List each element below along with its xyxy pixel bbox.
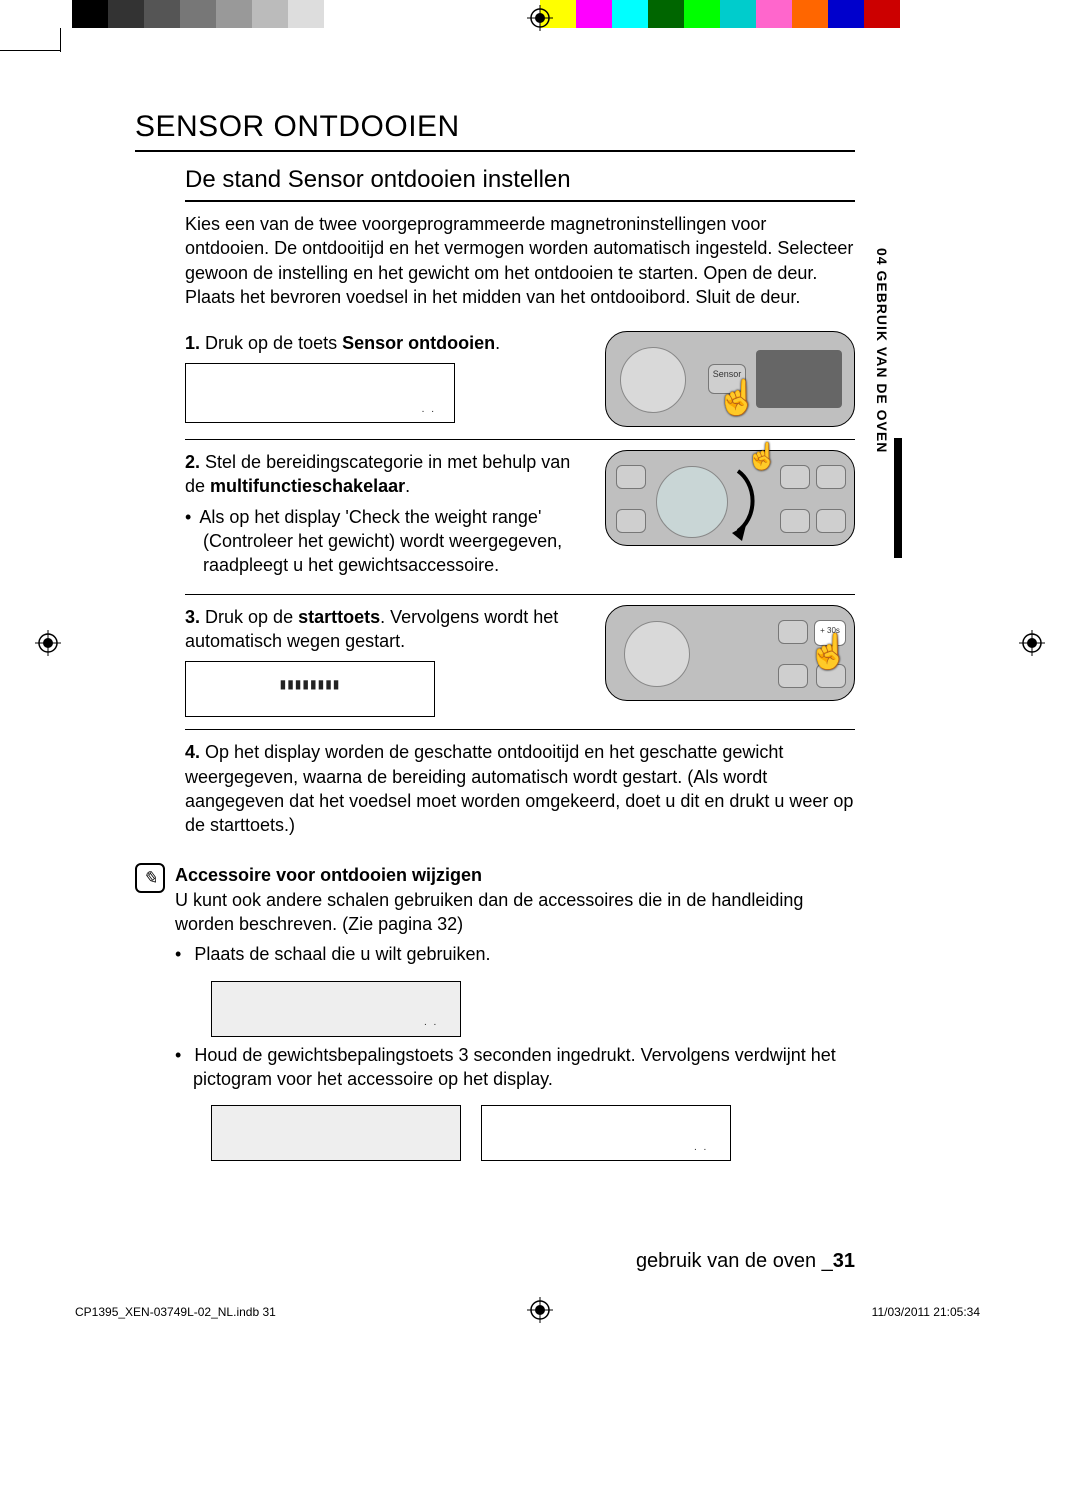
control-panel-illustration: Sensor ☝ <box>605 331 855 427</box>
source-file-label: CP1395_XEN-03749L-02_NL.indb 31 <box>75 1305 276 1319</box>
note-block: ✎ Accessoire voor ontdooien wijzigen U k… <box>135 863 855 1167</box>
lcd-display-illustration: ▮▮▮▮▮▮▮▮ <box>185 661 435 717</box>
control-panel-illustration: + 30s ☝ <box>605 605 855 701</box>
knob-icon <box>624 621 690 687</box>
hand-pointer-icon: ☝ <box>716 378 758 418</box>
steps-list: 1. Druk op de toets Sensor ontdooien. . … <box>185 321 855 849</box>
intro-paragraph: Kies een van de twee voorgeprogrammeerde… <box>185 212 855 309</box>
step-4: 4. Op het display worden de geschatte on… <box>185 730 855 849</box>
icon-btn <box>816 465 846 489</box>
crop-mark <box>0 50 60 51</box>
registration-mark-icon <box>1019 630 1045 656</box>
icon-btn <box>616 509 646 533</box>
note-bullet-1: Plaats de schaal die u wilt gebruiken. .… <box>175 942 855 1036</box>
progress-bars: ▮▮▮▮▮▮▮▮ <box>280 676 341 692</box>
page-footer: gebruik van de oven _31 <box>636 1250 855 1273</box>
step-3: 3. Druk op de starttoets. Vervolgens wor… <box>185 595 855 731</box>
note-body: Accessoire voor ontdooien wijzigen U kun… <box>175 863 855 1167</box>
page-number: 31 <box>833 1250 855 1272</box>
footer-section: gebruik van de oven _ <box>636 1250 833 1272</box>
icon-btn <box>778 664 808 688</box>
hand-pointer-icon: ☝ <box>808 632 850 672</box>
icon-btn <box>816 509 846 533</box>
print-timestamp: 11/03/2011 21:05:34 <box>872 1305 980 1319</box>
page: 04 GEBRUIK VAN DE OVEN SENSOR ONTDOOIEN … <box>0 0 1080 1491</box>
step-2-illustration: ☝ <box>605 450 855 546</box>
step-4-text: 4. Op het display worden de geschatte on… <box>185 740 855 837</box>
step-1-illustration: Sensor ☝ <box>605 331 855 427</box>
lcd-icon <box>756 350 842 408</box>
note-icon: ✎ <box>135 863 165 893</box>
step-number: 2. <box>185 452 200 472</box>
chapter-side-bar <box>894 438 902 558</box>
note-bullet-2: Houd de gewichtsbepalingstoets 3 seconde… <box>175 1043 855 1162</box>
knob-icon <box>656 466 728 538</box>
step-2-text: 2. Stel de bereidingscategorie in met be… <box>185 450 591 581</box>
sub-title: De stand Sensor ontdooien instellen <box>185 166 855 202</box>
chapter-side-label: 04 GEBRUIK VAN DE OVEN <box>874 248 890 453</box>
step-3-text: 3. Druk op de starttoets. Vervolgens wor… <box>185 605 591 718</box>
section-title: SENSOR ONTDOOIEN <box>135 110 855 152</box>
lcd-display-illustration: . . <box>211 981 461 1037</box>
registration-mark-icon <box>527 1297 553 1323</box>
chapter-side-tab: 04 GEBRUIK VAN DE OVEN <box>874 248 896 598</box>
lcd-display-illustration: . . <box>481 1105 731 1161</box>
step-1: 1. Druk op de toets Sensor ontdooien. . … <box>185 321 855 440</box>
registration-mark-icon <box>527 5 553 31</box>
icon-btn <box>778 620 808 644</box>
hand-pointer-icon: ☝ <box>746 441 778 472</box>
step-2: 2. Stel de bereidingscategorie in met be… <box>185 440 855 594</box>
step-number: 1. <box>185 333 200 353</box>
lcd-display-illustration <box>211 1105 461 1161</box>
note-intro: U kunt ook andere schalen gebruiken dan … <box>175 888 855 937</box>
rotate-arrow-icon <box>728 461 788 541</box>
crop-mark <box>60 28 61 52</box>
icon-btn <box>616 465 646 489</box>
control-panel-illustration: ☝ <box>605 450 855 546</box>
knob-icon <box>620 347 686 413</box>
step-number: 3. <box>185 607 200 627</box>
note-heading: Accessoire voor ontdooien wijzigen <box>175 863 855 887</box>
step-3-illustration: + 30s ☝ <box>605 605 855 701</box>
registration-mark-icon <box>35 630 61 656</box>
step-1-text: 1. Druk op de toets Sensor ontdooien. . … <box>185 331 591 423</box>
page-content: SENSOR ONTDOOIEN De stand Sensor ontdooi… <box>135 110 855 1167</box>
step-number: 4. <box>185 742 200 762</box>
lcd-display-illustration: . . <box>185 363 455 423</box>
step-2-bullet: Als op het display 'Check the weight ran… <box>185 505 591 578</box>
